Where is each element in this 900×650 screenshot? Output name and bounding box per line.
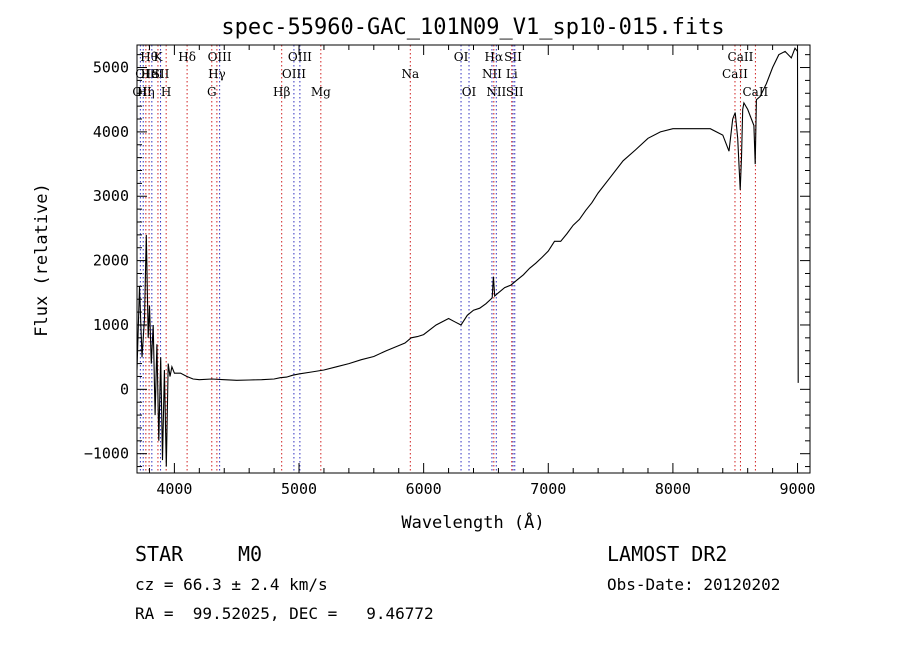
line-markers: OIIOIIIHηHθHeIKSIIHHδGHγOIIIHβOIIIOIIIMg… xyxy=(132,45,769,473)
line-marker-label-16: Na xyxy=(401,67,419,81)
line-marker-label-27: CaII xyxy=(742,85,768,99)
y-tick-label-3000: 3000 xyxy=(93,187,129,205)
redshift-velocity: cz = 66.3 ± 2.4 km/s xyxy=(135,575,328,594)
line-marker-label-9: G xyxy=(207,85,217,99)
line-marker-label-24: SII xyxy=(506,85,524,99)
survey-name: LAMOST DR2 xyxy=(607,542,728,566)
x-tick-label-9000: 9000 xyxy=(779,480,815,498)
y-axis-label: Flux (relative) xyxy=(32,183,52,337)
line-marker-label-26: CaII xyxy=(728,50,754,64)
x-tick-label-8000: 8000 xyxy=(655,480,691,498)
object-class: STAR xyxy=(135,542,184,566)
line-marker-label-6: SII xyxy=(152,67,170,81)
line-marker-label-7: H xyxy=(161,85,171,99)
observation-date: Obs-Date: 20120202 xyxy=(607,575,781,594)
line-marker-label-5: K xyxy=(153,50,163,64)
plot-frame xyxy=(136,44,811,474)
line-marker-label-21: NII xyxy=(486,85,506,99)
line-marker-label-17: OI xyxy=(454,50,469,64)
line-marker-label-25: CaII xyxy=(722,67,748,81)
line-marker-label-10: Hγ xyxy=(208,67,226,81)
x-axis-label: Wavelength (Å) xyxy=(401,511,544,533)
y-tick-label-5000: 5000 xyxy=(93,59,129,77)
line-marker-label-11: OIII xyxy=(208,50,232,64)
y-tick-label-1000: 1000 xyxy=(93,316,129,334)
line-marker-label-12: Hβ xyxy=(273,85,290,99)
line-marker-label-15: Mg xyxy=(311,85,331,99)
y-tick-label-4000: 4000 xyxy=(93,123,129,141)
line-marker-label-19: NII xyxy=(482,67,502,81)
x-tick-label-4000: 4000 xyxy=(156,480,192,498)
x-tick-label-6000: 6000 xyxy=(406,480,442,498)
line-marker-label-18: OI xyxy=(462,85,477,99)
x-tick-label-7000: 7000 xyxy=(530,480,566,498)
line-marker-label-20: Hα xyxy=(485,50,504,64)
line-marker-label-2: Hη xyxy=(137,85,155,99)
y-tick-label-0: 0 xyxy=(120,380,129,398)
plot-area xyxy=(137,47,799,467)
y-tick-label--1000: −1000 xyxy=(84,445,129,463)
y-tick-label-2000: 2000 xyxy=(93,252,129,270)
line-marker-label-14: OIII xyxy=(288,50,312,64)
object-subclass: M0 xyxy=(238,542,263,566)
line-marker-label-23: SII xyxy=(504,50,522,64)
line-marker-label-3: Hθ xyxy=(140,50,158,64)
spectrum-line xyxy=(137,47,799,467)
line-marker-label-8: Hδ xyxy=(178,50,196,64)
line-marker-label-22: Li xyxy=(506,67,518,81)
line-marker-label-1: OIII xyxy=(135,67,159,81)
x-tick-label-5000: 5000 xyxy=(281,480,317,498)
spectrum-chart: spec-55960-GAC_101N09_V1_sp10-015.fits O… xyxy=(32,15,816,533)
axes: 4000 5000 6000 7000 8000 9000 −1000 0 1000 2000 30… xyxy=(84,44,816,498)
coordinates: RA = 99.52025, DEC = 9.46772 xyxy=(135,604,434,623)
chart-title: spec-55960-GAC_101N09_V1_sp10-015.fits xyxy=(221,15,724,40)
line-marker-label-13: OIII xyxy=(282,67,306,81)
